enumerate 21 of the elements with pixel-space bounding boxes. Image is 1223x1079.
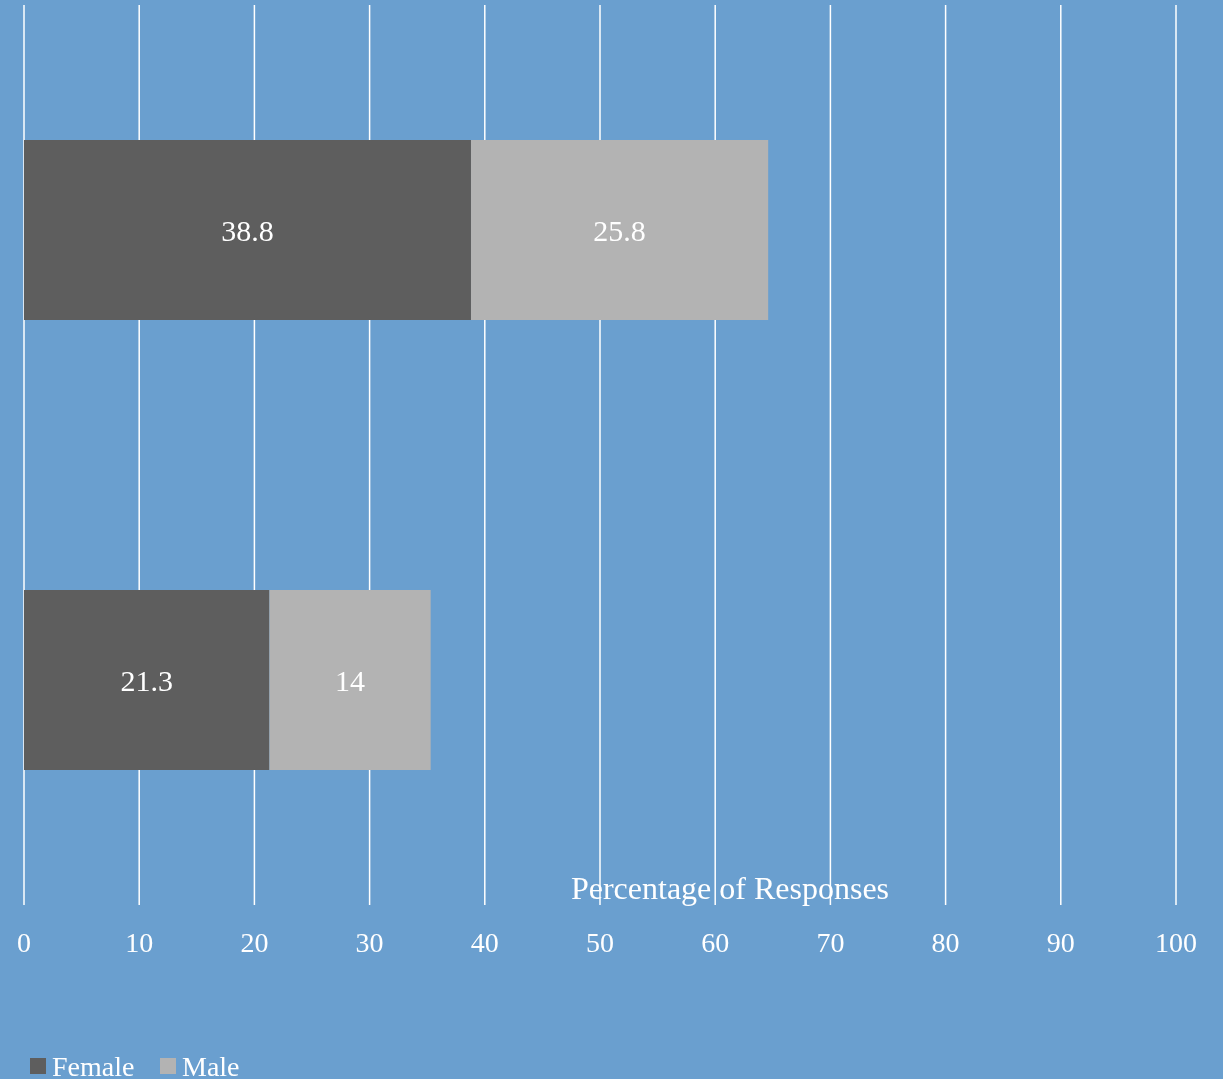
x-tick-label: 80: [931, 926, 960, 958]
x-tick-label: 100: [1155, 926, 1197, 958]
data-label: 14: [335, 663, 366, 697]
x-tick-label: 60: [701, 926, 730, 958]
x-tick-label: 20: [240, 926, 269, 958]
x-tick-label: 70: [816, 926, 845, 958]
bar: [470, 140, 769, 320]
x-tick-label: 90: [1046, 926, 1075, 958]
data-label: 38.8: [221, 213, 274, 247]
x-tick-label: 40: [470, 926, 499, 958]
bar: [24, 590, 270, 770]
legend-label: Male: [182, 1050, 240, 1079]
x-tick-label: 10: [125, 926, 154, 958]
x-tick-label: 30: [355, 926, 384, 958]
x-tick-label: 50: [586, 926, 614, 958]
bar: [269, 590, 431, 770]
data-label: 25.8: [593, 213, 646, 247]
legend-label: Female: [52, 1050, 135, 1079]
x-tick-label: 0: [17, 926, 31, 958]
bar: [24, 140, 471, 320]
data-label: 21.3: [120, 663, 173, 697]
